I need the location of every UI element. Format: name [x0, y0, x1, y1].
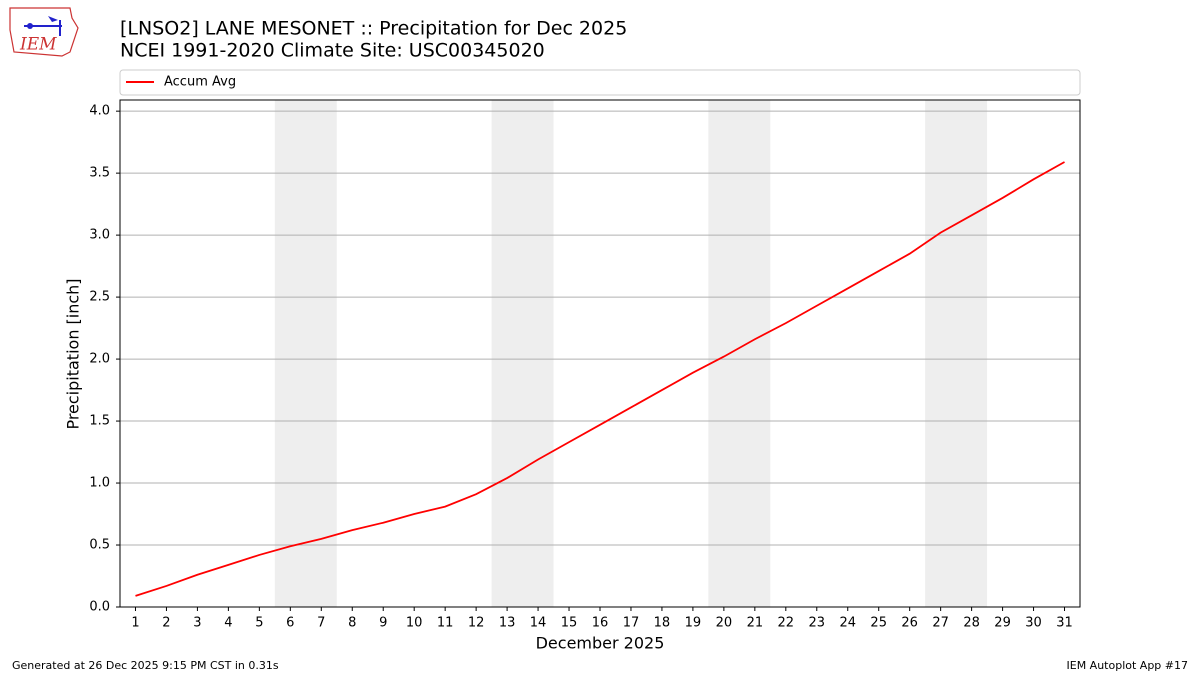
weekend-shade — [274, 100, 337, 607]
x-tick-label: 31 — [1056, 616, 1073, 631]
x-tick-label: 27 — [932, 616, 949, 631]
footer-right: IEM Autoplot App #17 — [1067, 659, 1189, 672]
x-tick-label: 26 — [901, 616, 918, 631]
y-tick-label: 1.0 — [89, 476, 110, 491]
x-tick-label: 14 — [530, 616, 547, 631]
footer-left: Generated at 26 Dec 2025 9:15 PM CST in … — [12, 659, 279, 672]
legend-box — [119, 69, 1081, 96]
x-tick-label: 21 — [747, 616, 764, 631]
x-tick-label: 30 — [1025, 616, 1042, 631]
plot-frame — [119, 99, 1081, 608]
x-tick-label: 2 — [162, 616, 170, 631]
x-tick-label: 1 — [131, 616, 139, 631]
series-line — [135, 161, 1065, 597]
logo-text: IEM — [19, 35, 57, 55]
x-tick-label: 29 — [994, 616, 1011, 631]
x-tick-label: 22 — [778, 616, 795, 631]
x-tick-label: 9 — [379, 616, 387, 631]
x-tick-label: 17 — [623, 616, 640, 631]
y-tick-label: 2.0 — [89, 352, 110, 367]
x-tick-label: 15 — [561, 616, 578, 631]
x-tick-label: 24 — [839, 616, 856, 631]
x-tick-label: 23 — [809, 616, 826, 631]
chart-title: [LNSO2] LANE MESONET :: Precipitation fo… — [120, 18, 627, 40]
x-tick-label: 13 — [499, 616, 516, 631]
x-tick-label: 3 — [193, 616, 201, 631]
x-axis-label: December 2025 — [536, 634, 665, 653]
y-tick-label: 2.5 — [89, 290, 110, 305]
x-tick-label: 8 — [348, 616, 356, 631]
logo: IEM — [9, 7, 79, 57]
x-tick-label: 6 — [286, 616, 294, 631]
x-tick-label: 25 — [870, 616, 887, 631]
legend-label: Accum Avg — [164, 75, 236, 90]
y-tick-label: 4.0 — [89, 104, 110, 119]
chart-subtitle: NCEI 1991-2020 Climate Site: USC00345020 — [120, 40, 545, 62]
x-tick-label: 11 — [437, 616, 454, 631]
y-tick-label: 1.5 — [89, 414, 110, 429]
x-tick-label: 18 — [654, 616, 671, 631]
y-tick-label: 3.0 — [89, 228, 110, 243]
x-tick-label: 10 — [406, 616, 423, 631]
y-tick-label: 0.5 — [89, 538, 110, 553]
weekend-shade — [925, 100, 988, 607]
y-tick-label: 0.0 — [89, 600, 110, 615]
y-axis-label: Precipitation [inch] — [64, 278, 83, 429]
x-tick-label: 5 — [255, 616, 263, 631]
weekend-shade — [491, 100, 554, 607]
y-tick-label: 3.5 — [89, 166, 110, 181]
x-tick-label: 12 — [468, 616, 485, 631]
x-tick-label: 19 — [685, 616, 702, 631]
x-tick-label: 28 — [963, 616, 980, 631]
x-tick-label: 20 — [716, 616, 733, 631]
x-tick-label: 4 — [224, 616, 232, 631]
weekend-shade — [708, 100, 771, 607]
x-tick-label: 7 — [317, 616, 325, 631]
x-tick-label: 16 — [592, 616, 609, 631]
